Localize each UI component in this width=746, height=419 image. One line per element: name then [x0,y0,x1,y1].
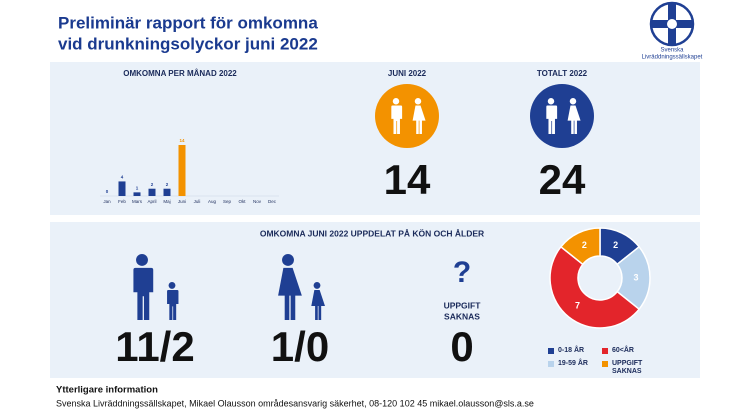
stat-label: TOTALT 2022 [537,69,588,78]
x-tick-label: April [147,199,156,204]
stat-circle [530,84,594,148]
legend-item: UPPGIFT SAKNAS [602,360,658,376]
value-label: 2 [166,182,169,187]
segment-label: 2 [582,240,587,250]
stat-value: 24 [539,156,586,203]
value-label: 4 [121,175,124,180]
x-tick-label: Aug [208,199,217,204]
segment-label: 2 [613,240,618,250]
x-tick-label: Juli [194,199,201,204]
legend-label: 60<ÅR [612,347,634,354]
legend-swatch [602,361,608,367]
women-count: 1/0 [271,323,329,370]
legend-label: 0-18 ÅR [558,347,585,354]
stat-value: 14 [384,156,431,203]
bar-title: OMKOMNA PER MÅNAD 2022 [123,69,237,78]
bar [163,188,171,196]
question-mark: ? [453,256,471,289]
bar [148,188,156,196]
donut-segment [549,245,641,329]
unknown-count: 0 [450,323,473,370]
x-tick-label: Mars [132,199,143,204]
bar [118,181,126,196]
legend-item: 19-59 ÅR [548,360,604,368]
logo-text: Svenska [660,48,684,54]
stat-circle [375,84,439,148]
title-line: Preliminär rapport för omkomna [58,13,318,32]
legend-label: UPPGIFT SAKNAS [612,360,643,375]
x-tick-label: Nov [253,199,262,204]
legend-label: 19-59 ÅR [558,360,588,367]
bar [133,192,141,196]
x-tick-label: Juni [178,199,186,204]
donut-segment [559,227,601,266]
legend-swatch [602,348,608,354]
x-tick-label: Jan [103,199,111,204]
stat-label: JUNI 2022 [388,69,427,78]
x-tick-label: Maj [163,199,170,204]
bar [178,145,186,196]
unknown-label: SAKNAS [444,311,480,321]
value-label: 0 [106,189,109,194]
segment-label: 3 [633,272,638,282]
x-tick-label: Sep [223,199,232,204]
x-tick-label: Feb [118,199,126,204]
value-label: 14 [179,138,185,143]
legend-item: 0-18 ÅR [548,347,604,355]
footer-title: Ytterligare information [56,385,158,396]
value-label: 2 [151,182,154,187]
footer-text: Svenska Livräddningssällskapet, Mikael O… [56,398,534,408]
section-title: OMKOMNA JUNI 2022 UPPDELAT PÅ KÖN OCH ÅL… [260,228,484,238]
title-line: vid drunkningsolyckor juni 2022 [58,34,318,53]
value-label: 1 [136,186,139,191]
legend-swatch [548,348,554,354]
panel [50,62,700,215]
legend-swatch [548,361,554,367]
segment-label: 7 [575,301,580,311]
unknown-label: UPPGIFT [444,300,482,310]
logo-text: Livräddningssällskapet [642,55,703,61]
x-tick-label: Okt [238,199,246,204]
legend-item: 60<ÅR [602,347,658,355]
x-tick-label: Dec [268,199,277,204]
men-count: 11/2 [115,323,194,370]
logo [649,1,695,47]
